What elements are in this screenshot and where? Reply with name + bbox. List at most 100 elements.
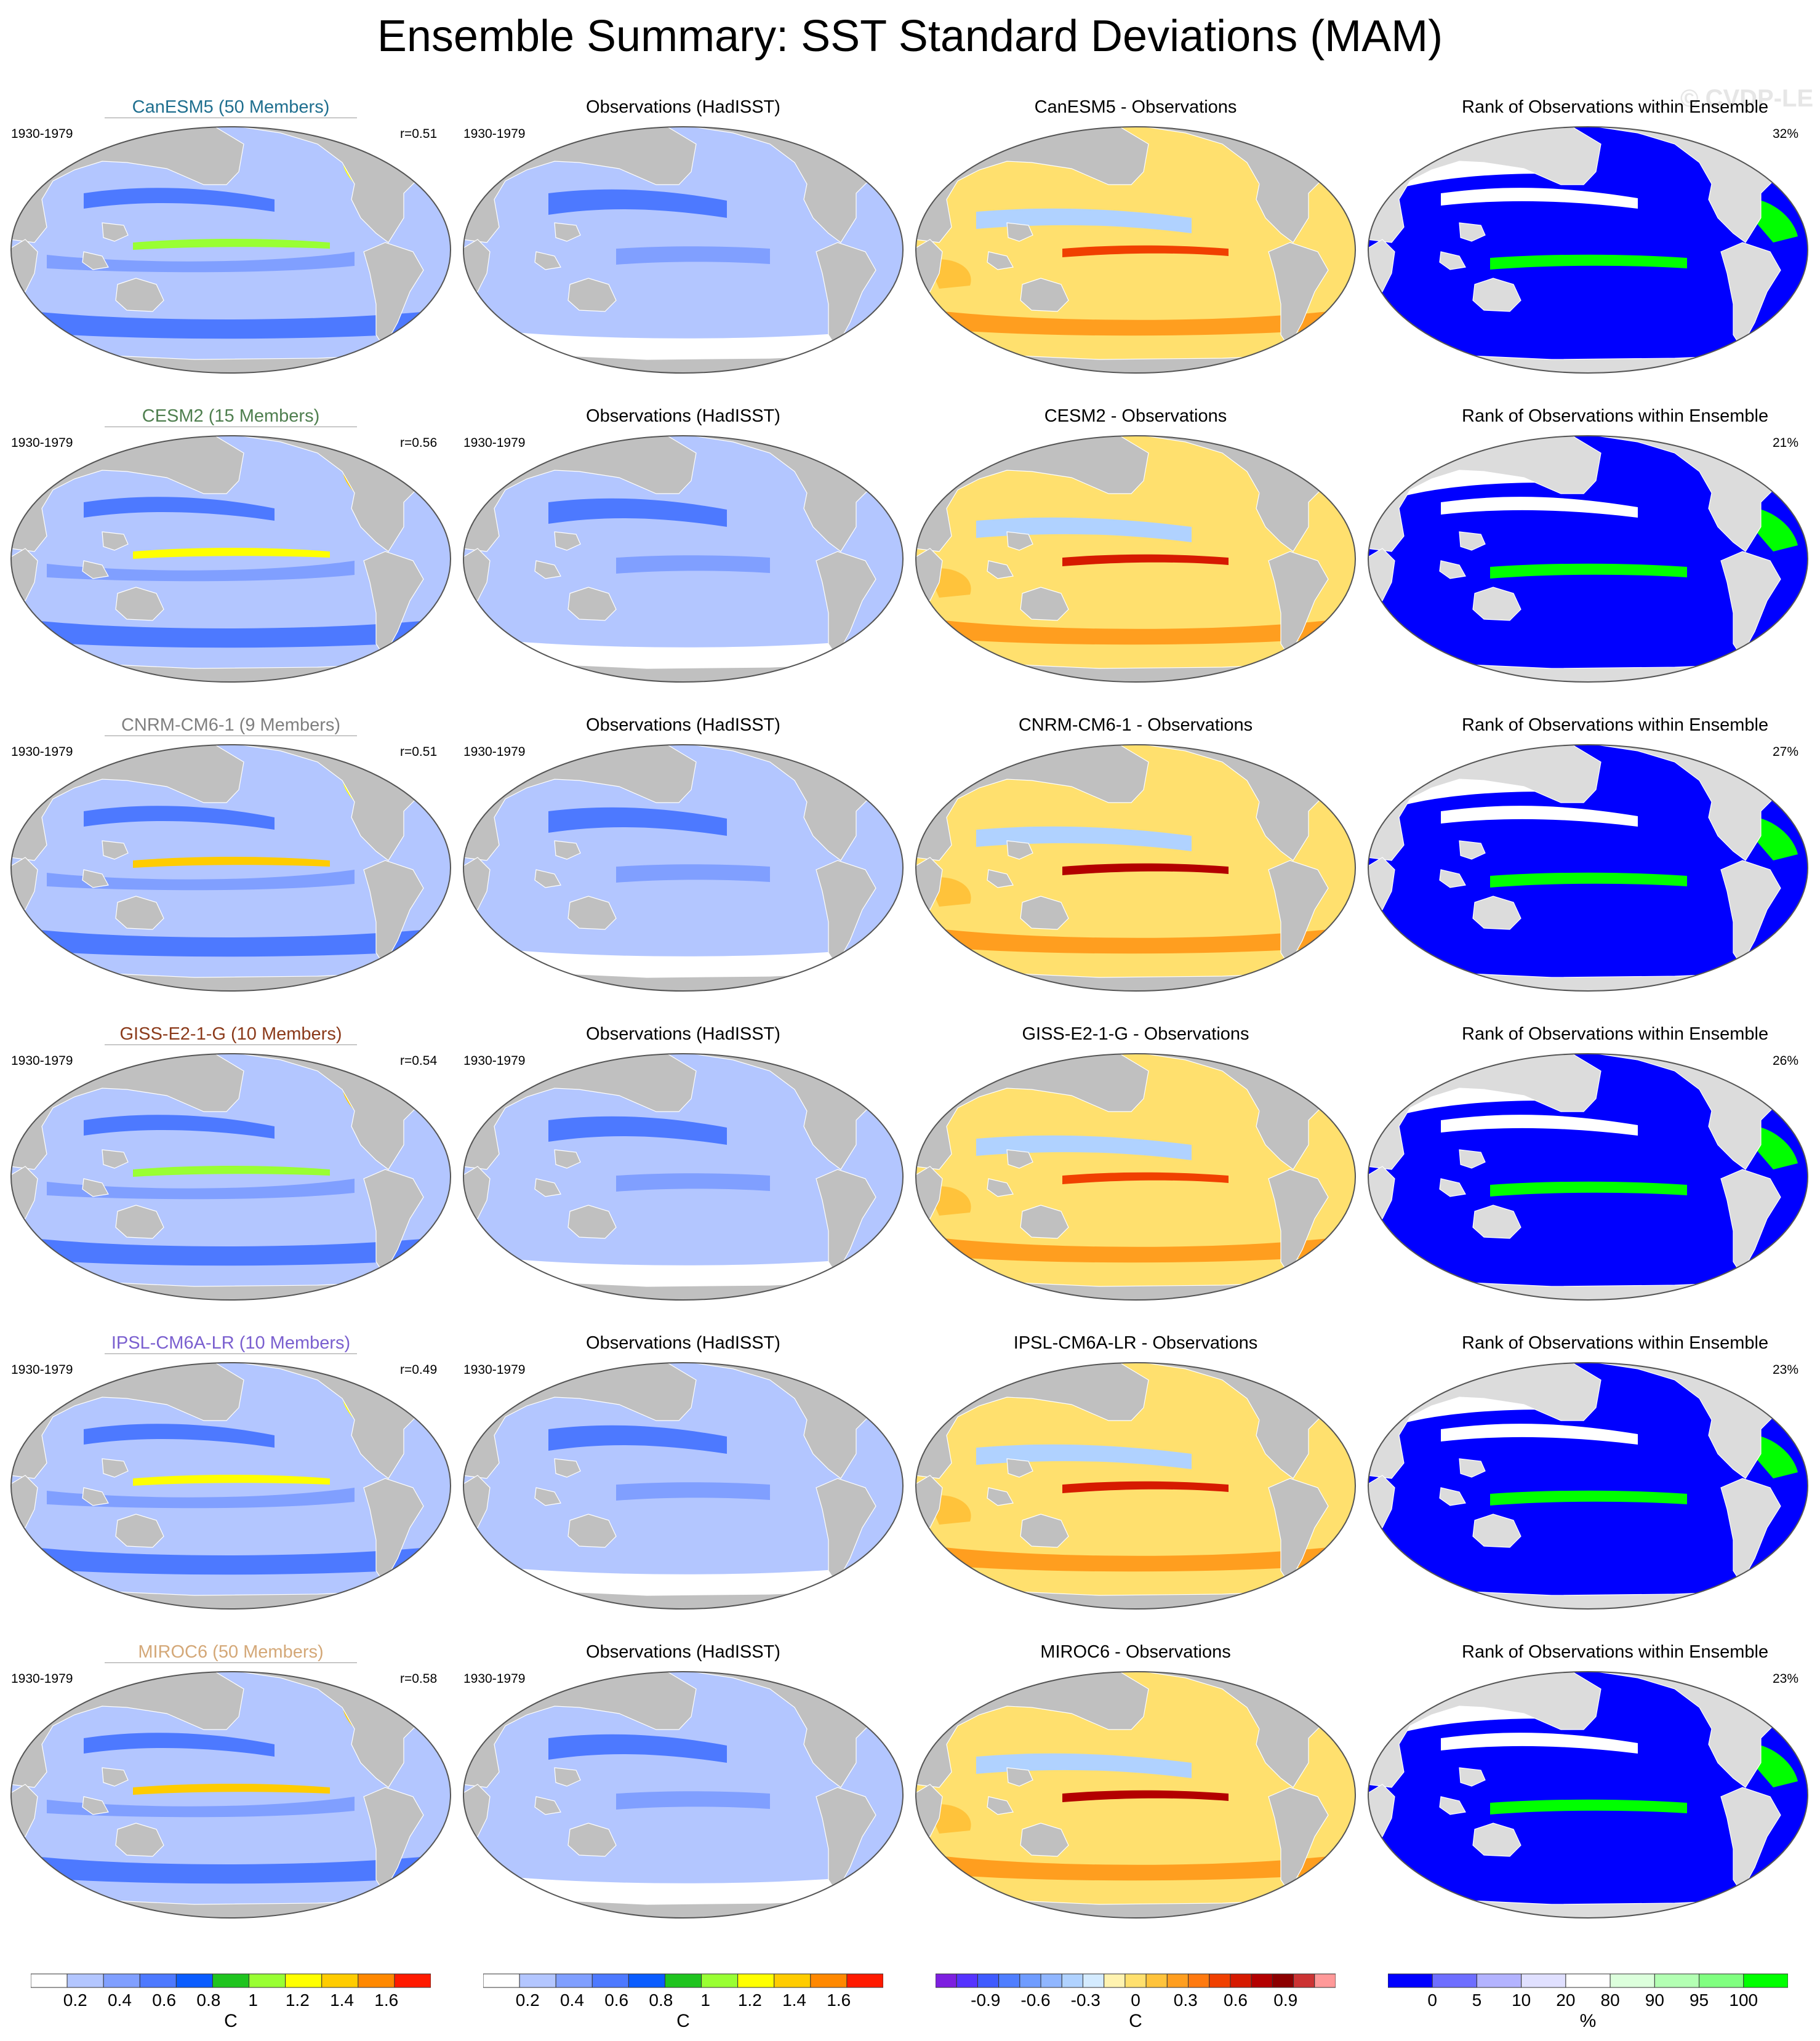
obs-map bbox=[462, 126, 904, 374]
colorbar-tick-label: -0.6 bbox=[1020, 1991, 1050, 2010]
colorbar-swatch bbox=[591, 1973, 629, 1988]
watermark: © CVDP-LE bbox=[1680, 85, 1814, 112]
obs-period-label: 1930-1979 bbox=[463, 436, 526, 450]
pattern-correlation: r=0.56 bbox=[400, 436, 438, 450]
colorbar-tick-label: -0.9 bbox=[971, 1991, 1000, 2010]
colorbar-swatch bbox=[1019, 1973, 1041, 1988]
diff-title: MIROC6 - Observations bbox=[1040, 1642, 1231, 1662]
colorbar-tick-label: 5 bbox=[1472, 1991, 1482, 2010]
rank-title: Rank of Observations within Ensemble bbox=[1462, 715, 1769, 735]
model-title: CESM2 (15 Members) bbox=[105, 406, 357, 427]
colorbar-swatch bbox=[936, 1973, 957, 1988]
colorbar-tick-label: 95 bbox=[1690, 1991, 1709, 2010]
colorbar-tick-label: 0.2 bbox=[63, 1991, 87, 2010]
colorbar-swatch bbox=[1230, 1973, 1252, 1988]
colorbar-swatch bbox=[1166, 1973, 1189, 1988]
colorbar-unit: % bbox=[1579, 2011, 1597, 2031]
colorbar-swatch bbox=[1145, 1973, 1168, 1988]
rank-percent: 27% bbox=[1773, 745, 1799, 759]
colorbar-swatch bbox=[846, 1973, 883, 1988]
colorbar-tick-label: 0.9 bbox=[1273, 1991, 1297, 2010]
colorbar-tick-label: 0.6 bbox=[1224, 1991, 1248, 2010]
diff-map bbox=[915, 1670, 1357, 1919]
diff-map bbox=[915, 435, 1357, 683]
colorbar: 0.2 0.4 0.6 0.8 1 1.2 1.4 1.6 bbox=[483, 1973, 883, 2010]
pattern-correlation: r=0.58 bbox=[400, 1672, 438, 1686]
obs-title: Observations (HadISST) bbox=[586, 1642, 780, 1662]
diff-title: IPSL-CM6A-LR - Observations bbox=[1013, 1333, 1258, 1353]
colorbar-tick-label: 90 bbox=[1645, 1991, 1664, 2010]
colorbar-swatch bbox=[701, 1973, 739, 1988]
colorbar-swatch bbox=[1209, 1973, 1231, 1988]
colorbar-tick-label: 1.6 bbox=[374, 1991, 398, 2010]
rank-title: Rank of Observations within Ensemble bbox=[1462, 406, 1769, 426]
obs-map bbox=[462, 435, 904, 683]
colorbar-tick-label: 0 bbox=[1131, 1991, 1141, 2010]
colorbar-swatch bbox=[555, 1973, 593, 1988]
rank-percent: 32% bbox=[1773, 127, 1799, 141]
colorbar-swatch bbox=[1061, 1973, 1083, 1988]
obs-map bbox=[462, 1670, 904, 1919]
colorbar-swatch bbox=[1521, 1973, 1566, 1988]
colorbar-swatch bbox=[664, 1973, 702, 1988]
obs-period-label: 1930-1979 bbox=[463, 1054, 526, 1068]
colorbar-swatch bbox=[1314, 1973, 1336, 1988]
rank-map bbox=[1367, 1053, 1809, 1301]
colorbar-swatch bbox=[1699, 1973, 1744, 1988]
colorbar-tick-label: 0.2 bbox=[516, 1991, 540, 2010]
rank-percent: 21% bbox=[1773, 436, 1799, 450]
colorbar-tick-label: 20 bbox=[1556, 1991, 1575, 2010]
colorbar-swatch bbox=[998, 1973, 1020, 1988]
colorbar-tick-label: 1 bbox=[248, 1991, 258, 2010]
sd-map bbox=[10, 435, 452, 683]
colorbar-tick-label: 1.4 bbox=[330, 1991, 354, 2010]
colorbar-swatch bbox=[1743, 1973, 1788, 1988]
sd-map bbox=[10, 744, 452, 992]
period-label: 1930-1979 bbox=[11, 1054, 73, 1068]
colorbar-swatch bbox=[212, 1973, 250, 1988]
colorbar-swatch bbox=[810, 1973, 848, 1988]
colorbar-tick-label: 1.4 bbox=[782, 1991, 806, 2010]
colorbar-swatch bbox=[1082, 1973, 1105, 1988]
diff-map bbox=[915, 126, 1357, 374]
obs-period-label: 1930-1979 bbox=[463, 1363, 526, 1377]
diff-title: CESM2 - Observations bbox=[1044, 406, 1227, 426]
obs-title: Observations (HadISST) bbox=[586, 406, 780, 426]
colorbar-tick-label: 1.6 bbox=[827, 1991, 851, 2010]
obs-period-label: 1930-1979 bbox=[463, 1672, 526, 1686]
diff-map bbox=[915, 1053, 1357, 1301]
rank-title: Rank of Observations within Ensemble bbox=[1462, 1642, 1769, 1662]
rank-title: Rank of Observations within Ensemble bbox=[1462, 1333, 1769, 1353]
colorbar: -0.9 -0.6 -0.3 0 0.3 0.6 0.9 bbox=[936, 1973, 1336, 2010]
rank-map bbox=[1367, 126, 1809, 374]
figure-title: Ensemble Summary: SST Standard Deviation… bbox=[377, 12, 1443, 61]
diff-title: GISS-E2-1-G - Observations bbox=[1022, 1024, 1249, 1044]
colorbar-swatch bbox=[1104, 1973, 1126, 1988]
model-title: MIROC6 (50 Members) bbox=[105, 1642, 357, 1663]
colorbar-swatch bbox=[139, 1973, 177, 1988]
sd-map bbox=[10, 126, 452, 374]
diff-map bbox=[915, 1361, 1357, 1610]
colorbar-swatch bbox=[321, 1973, 359, 1988]
colorbar-tick-label: 0.4 bbox=[108, 1991, 132, 2010]
colorbar-swatch bbox=[358, 1973, 395, 1988]
obs-title: Observations (HadISST) bbox=[586, 1024, 780, 1044]
colorbar-swatch bbox=[1124, 1973, 1147, 1988]
colorbar-tick-label: 80 bbox=[1601, 1991, 1620, 2010]
colorbar-swatch bbox=[1654, 1973, 1700, 1988]
colorbar-swatch bbox=[1040, 1973, 1062, 1988]
colorbar-tick-label: 0.8 bbox=[196, 1991, 220, 2010]
colorbar-swatch bbox=[31, 1973, 68, 1988]
colorbar-tick-label: 1.2 bbox=[738, 1991, 762, 2010]
colorbar-swatch bbox=[1293, 1973, 1315, 1988]
colorbar-swatch bbox=[1388, 1973, 1433, 1988]
colorbar-swatch bbox=[66, 1973, 104, 1988]
colorbar-swatch bbox=[394, 1973, 431, 1988]
colorbar-unit: C bbox=[224, 2011, 238, 2031]
colorbar-tick-label: 0.3 bbox=[1174, 1991, 1198, 2010]
period-label: 1930-1979 bbox=[11, 1672, 73, 1686]
colorbar-unit: C bbox=[1129, 2011, 1142, 2031]
colorbar-tick-label: 1 bbox=[700, 1991, 710, 2010]
colorbar-tick-label: 0 bbox=[1427, 1991, 1437, 2010]
colorbar-swatch bbox=[737, 1973, 775, 1988]
